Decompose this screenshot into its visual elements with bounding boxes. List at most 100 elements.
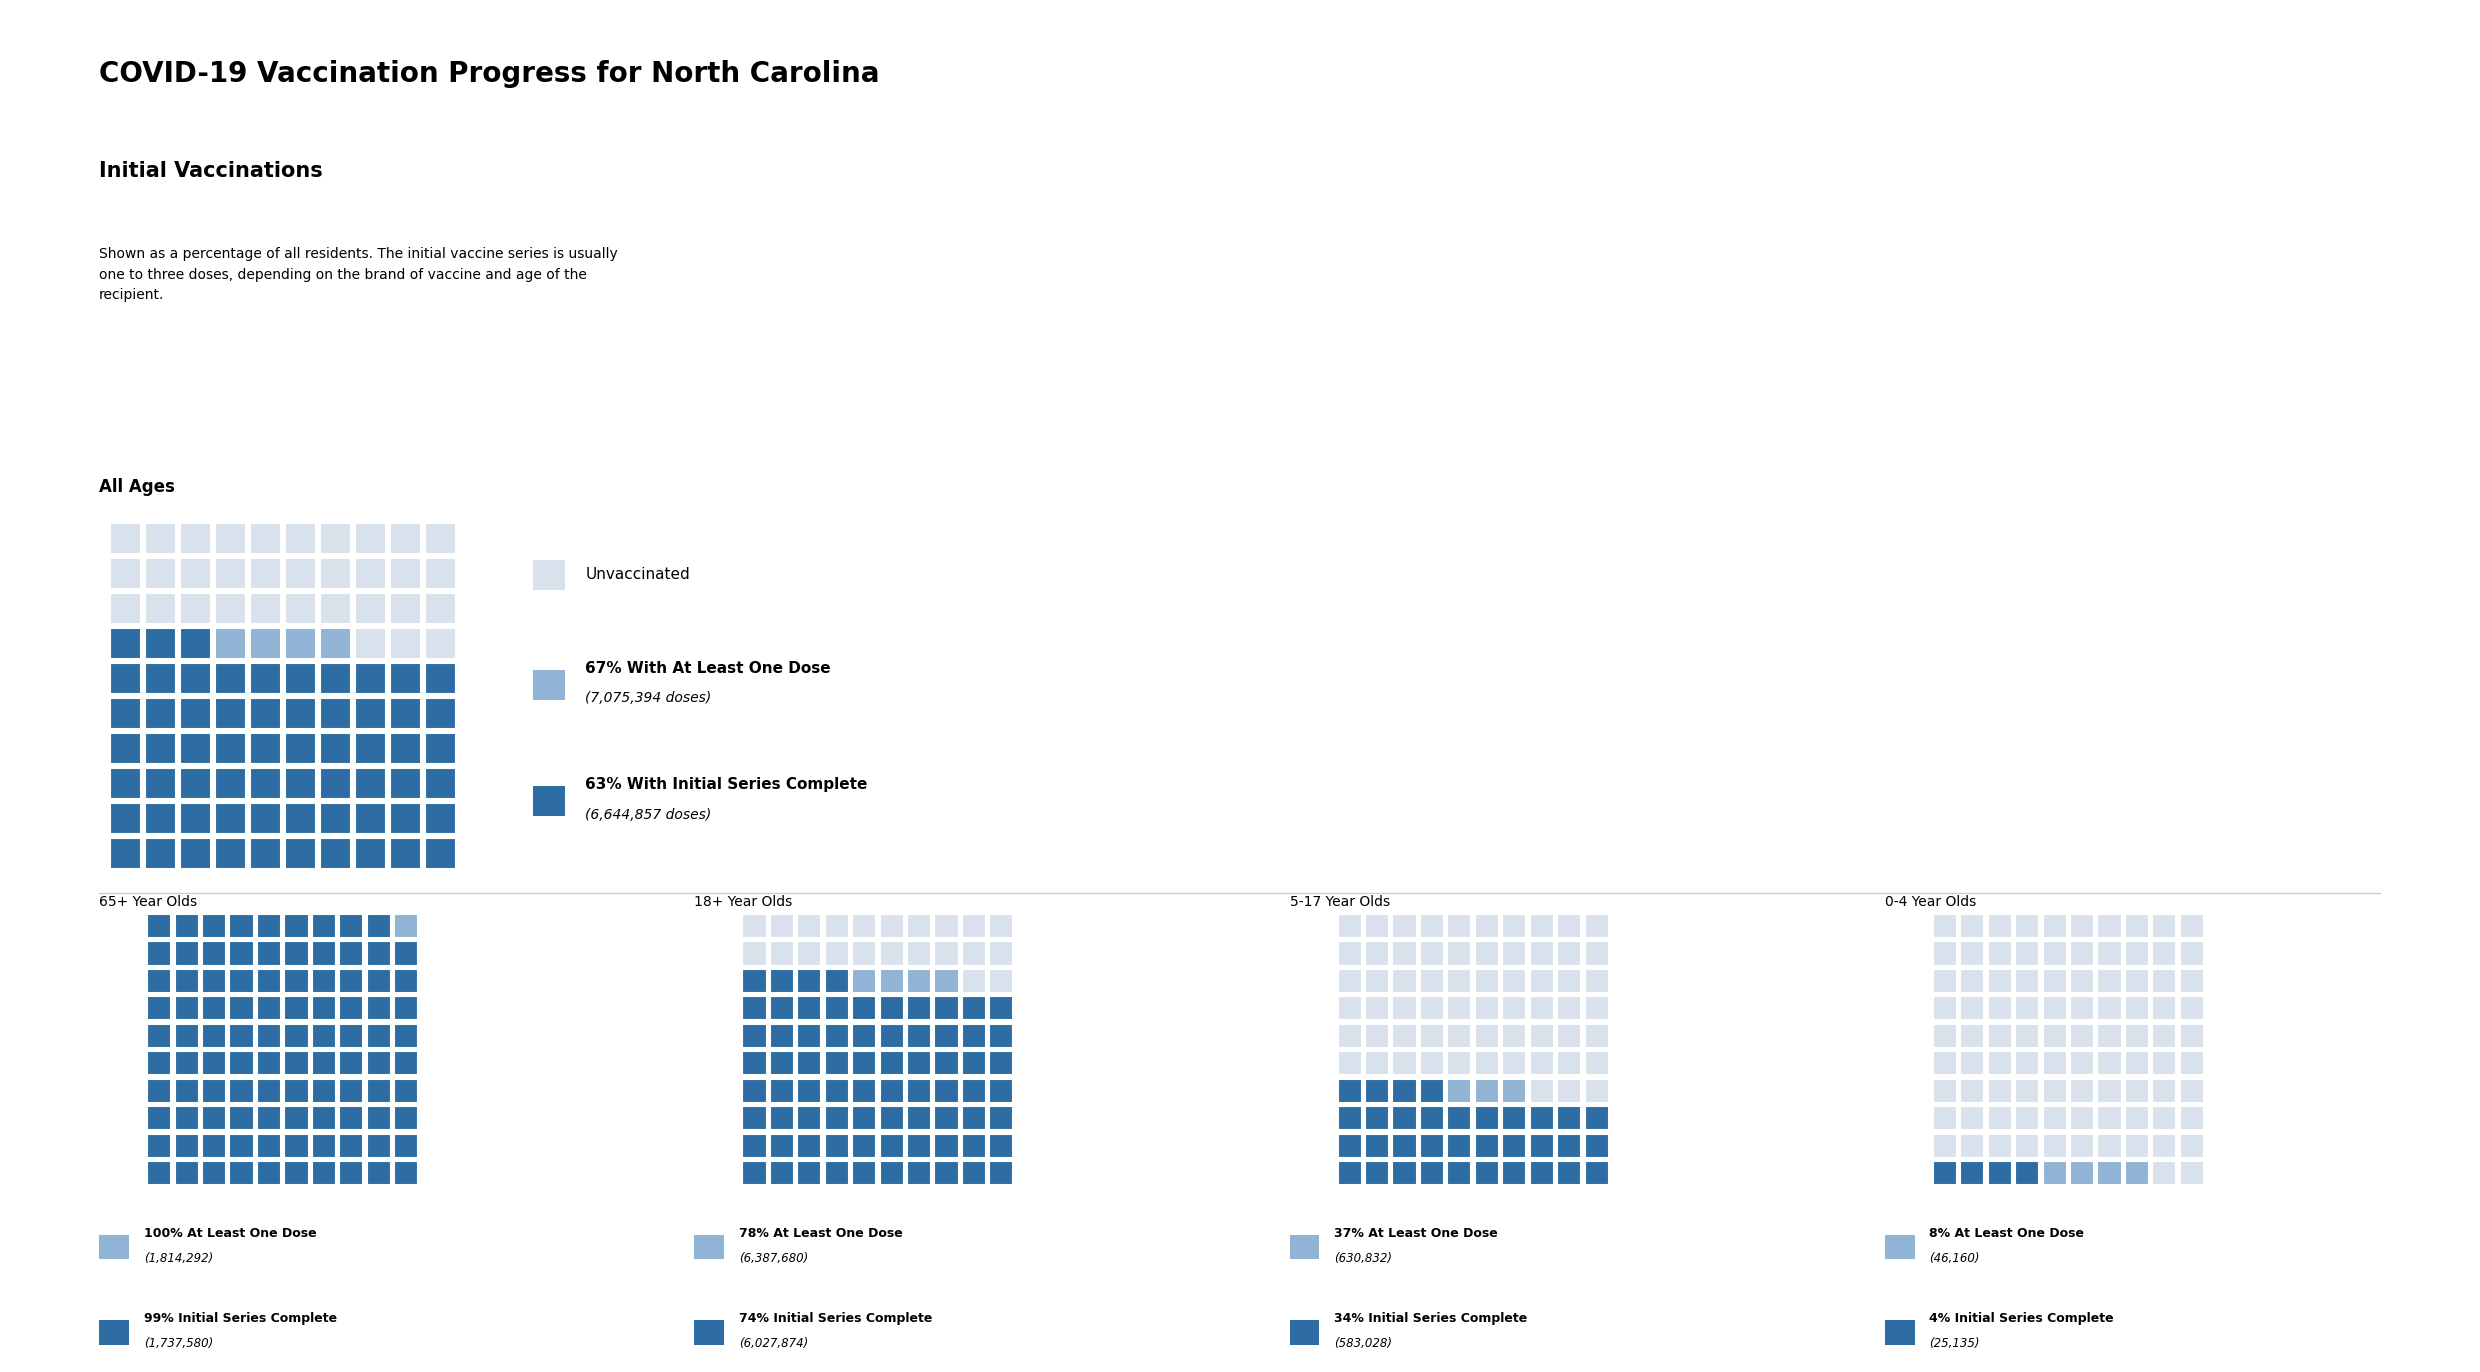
- FancyBboxPatch shape: [1986, 996, 2011, 1021]
- FancyBboxPatch shape: [1448, 1078, 1471, 1103]
- FancyBboxPatch shape: [1364, 969, 1389, 993]
- FancyBboxPatch shape: [285, 996, 308, 1021]
- FancyBboxPatch shape: [1448, 1106, 1471, 1131]
- FancyBboxPatch shape: [355, 698, 384, 729]
- FancyBboxPatch shape: [1932, 941, 1957, 966]
- FancyBboxPatch shape: [320, 698, 350, 729]
- FancyBboxPatch shape: [935, 1161, 960, 1185]
- FancyBboxPatch shape: [1476, 1106, 1498, 1131]
- FancyBboxPatch shape: [1448, 1133, 1471, 1158]
- FancyBboxPatch shape: [312, 969, 335, 993]
- FancyBboxPatch shape: [424, 594, 456, 624]
- FancyBboxPatch shape: [826, 941, 848, 966]
- FancyBboxPatch shape: [2180, 941, 2205, 966]
- FancyBboxPatch shape: [174, 996, 198, 1021]
- Text: 0-4 Year Olds: 0-4 Year Olds: [1885, 895, 1977, 910]
- FancyBboxPatch shape: [1959, 1106, 1984, 1131]
- FancyBboxPatch shape: [1476, 1133, 1498, 1158]
- FancyBboxPatch shape: [181, 734, 211, 764]
- FancyBboxPatch shape: [216, 734, 246, 764]
- FancyBboxPatch shape: [1557, 941, 1582, 966]
- Text: COVID-19 Vaccination Progress for North Carolina: COVID-19 Vaccination Progress for North …: [99, 60, 880, 88]
- FancyBboxPatch shape: [367, 914, 392, 938]
- FancyBboxPatch shape: [1391, 1051, 1416, 1076]
- FancyBboxPatch shape: [1959, 941, 1984, 966]
- FancyBboxPatch shape: [990, 914, 1014, 938]
- FancyBboxPatch shape: [285, 594, 315, 624]
- FancyBboxPatch shape: [144, 628, 176, 659]
- FancyBboxPatch shape: [146, 1024, 171, 1048]
- FancyBboxPatch shape: [394, 996, 419, 1021]
- FancyBboxPatch shape: [769, 1161, 794, 1185]
- FancyBboxPatch shape: [908, 1161, 930, 1185]
- FancyBboxPatch shape: [201, 1051, 226, 1076]
- FancyBboxPatch shape: [1364, 1133, 1389, 1158]
- FancyBboxPatch shape: [312, 1106, 335, 1131]
- Text: (6,387,680): (6,387,680): [739, 1251, 808, 1265]
- FancyBboxPatch shape: [962, 1078, 987, 1103]
- FancyBboxPatch shape: [1421, 914, 1443, 938]
- FancyBboxPatch shape: [174, 1024, 198, 1048]
- FancyBboxPatch shape: [990, 1106, 1014, 1131]
- FancyBboxPatch shape: [367, 1106, 392, 1131]
- FancyBboxPatch shape: [2016, 1161, 2039, 1185]
- FancyBboxPatch shape: [826, 996, 848, 1021]
- Text: Unvaccinated: Unvaccinated: [585, 568, 689, 582]
- FancyBboxPatch shape: [389, 628, 422, 659]
- Text: (46,160): (46,160): [1929, 1251, 1979, 1265]
- FancyBboxPatch shape: [285, 804, 315, 834]
- FancyBboxPatch shape: [2125, 996, 2150, 1021]
- FancyBboxPatch shape: [1448, 1161, 1471, 1185]
- FancyBboxPatch shape: [1986, 1161, 2011, 1185]
- FancyBboxPatch shape: [1364, 1161, 1389, 1185]
- FancyBboxPatch shape: [174, 914, 198, 938]
- FancyBboxPatch shape: [1364, 1051, 1389, 1076]
- FancyBboxPatch shape: [853, 914, 875, 938]
- FancyBboxPatch shape: [769, 1051, 794, 1076]
- FancyBboxPatch shape: [2125, 1024, 2150, 1048]
- FancyBboxPatch shape: [258, 1106, 280, 1131]
- FancyBboxPatch shape: [216, 768, 246, 799]
- FancyBboxPatch shape: [826, 1024, 848, 1048]
- FancyBboxPatch shape: [355, 804, 384, 834]
- FancyBboxPatch shape: [312, 1024, 335, 1048]
- FancyBboxPatch shape: [201, 1078, 226, 1103]
- FancyBboxPatch shape: [201, 941, 226, 966]
- FancyBboxPatch shape: [2153, 996, 2177, 1021]
- FancyBboxPatch shape: [2016, 941, 2039, 966]
- FancyBboxPatch shape: [1503, 996, 1525, 1021]
- FancyBboxPatch shape: [1337, 1133, 1362, 1158]
- FancyBboxPatch shape: [320, 664, 350, 694]
- Text: (583,028): (583,028): [1334, 1336, 1391, 1350]
- FancyBboxPatch shape: [258, 1133, 280, 1158]
- FancyBboxPatch shape: [285, 698, 315, 729]
- FancyBboxPatch shape: [769, 1078, 794, 1103]
- FancyBboxPatch shape: [880, 1078, 903, 1103]
- FancyBboxPatch shape: [853, 1024, 875, 1048]
- FancyBboxPatch shape: [796, 1051, 821, 1076]
- FancyBboxPatch shape: [935, 941, 960, 966]
- FancyBboxPatch shape: [2044, 969, 2066, 993]
- FancyBboxPatch shape: [1476, 914, 1498, 938]
- Text: 5-17 Year Olds: 5-17 Year Olds: [1290, 895, 1389, 910]
- FancyBboxPatch shape: [1557, 1106, 1582, 1131]
- FancyBboxPatch shape: [990, 1024, 1014, 1048]
- FancyBboxPatch shape: [1391, 1078, 1416, 1103]
- FancyBboxPatch shape: [285, 969, 308, 993]
- Text: 99% Initial Series Complete: 99% Initial Series Complete: [144, 1312, 337, 1325]
- FancyBboxPatch shape: [174, 1051, 198, 1076]
- FancyBboxPatch shape: [1986, 941, 2011, 966]
- FancyBboxPatch shape: [1364, 1024, 1389, 1048]
- FancyBboxPatch shape: [742, 1078, 766, 1103]
- FancyBboxPatch shape: [394, 1161, 419, 1185]
- FancyBboxPatch shape: [109, 628, 141, 659]
- FancyBboxPatch shape: [1959, 1024, 1984, 1048]
- FancyBboxPatch shape: [174, 1133, 198, 1158]
- FancyBboxPatch shape: [1448, 1051, 1471, 1076]
- FancyBboxPatch shape: [1959, 1078, 1984, 1103]
- FancyBboxPatch shape: [1448, 1024, 1471, 1048]
- FancyBboxPatch shape: [231, 1161, 253, 1185]
- FancyBboxPatch shape: [2044, 914, 2066, 938]
- FancyBboxPatch shape: [231, 1106, 253, 1131]
- FancyBboxPatch shape: [2180, 1106, 2205, 1131]
